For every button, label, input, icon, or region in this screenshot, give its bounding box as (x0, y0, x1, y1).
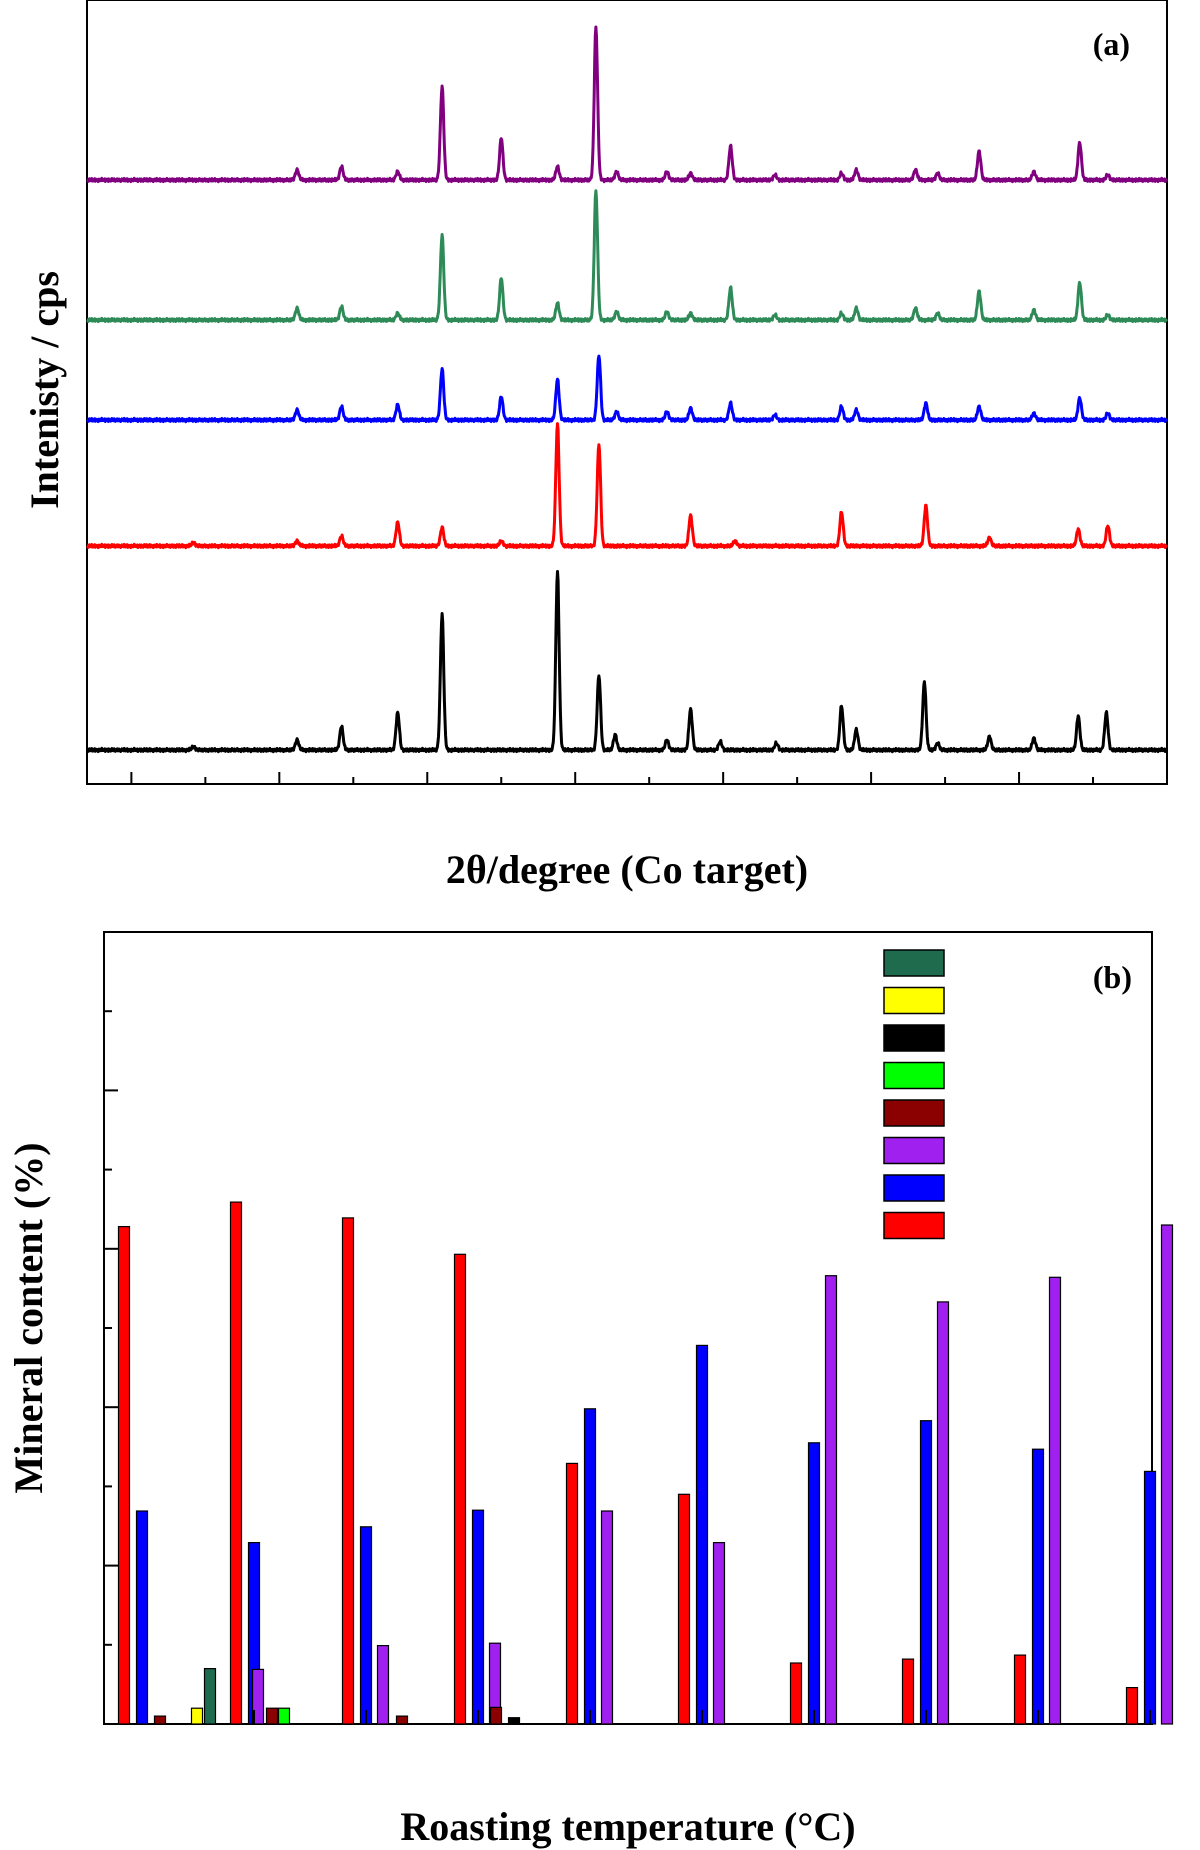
bar-kaolinite (265, 1707, 279, 1725)
bar-quartz (919, 1420, 933, 1725)
mineral-panel: (b) Roasting temperature (°C) Mineral co… (6, 931, 1174, 1849)
bar-magnetite (1160, 1224, 1174, 1725)
xrd-y-axis-label: Intenisty / cps (22, 271, 67, 509)
mineral-bars (117, 1201, 1174, 1725)
bar-magnetite (824, 1275, 838, 1725)
bar-magnetite (712, 1541, 726, 1725)
bar-hematite (229, 1201, 243, 1725)
mineral-x-ticks (253, 1710, 1151, 1724)
bar-quartz (359, 1526, 373, 1725)
bar-quartz (1143, 1470, 1157, 1725)
bar-magnetite (936, 1301, 950, 1725)
legend-swatch-quartz (883, 1174, 945, 1202)
bar-hematite (1125, 1686, 1139, 1725)
bar-goethite (203, 1667, 217, 1725)
bar-magnetite (1048, 1276, 1062, 1725)
bar-hematite (117, 1225, 131, 1725)
legend-swatch-goethite (883, 949, 945, 977)
xrd-plot-frame (86, 0, 1168, 785)
bar-spinel (507, 1717, 521, 1725)
bar-quartz (471, 1509, 485, 1725)
bar-quartz (135, 1510, 149, 1725)
bar-magnetite (251, 1668, 265, 1725)
bar-hematite (565, 1462, 579, 1725)
xrd-curve-2 (86, 354, 1169, 424)
xrd-curve-4 (86, 570, 1169, 754)
legend-swatch-kaolinite (883, 1099, 945, 1127)
legend-swatch-magnetite (883, 1136, 945, 1165)
mineral-y-axis-label: Mineral content (%) (6, 1142, 51, 1493)
panel-a-label: (a) (1093, 26, 1130, 62)
bar-hematite (1013, 1654, 1027, 1725)
xrd-x-ticks (130, 772, 1168, 784)
bar-magnetite (376, 1644, 390, 1725)
bar-quartz (583, 1408, 597, 1725)
bar-quartz (1031, 1448, 1045, 1725)
xrd-curves (86, 25, 1169, 754)
legend-swatch-spinel (883, 1024, 945, 1052)
bar-quartz (807, 1442, 821, 1725)
bar-gibbsite (190, 1707, 204, 1725)
legend-swatch-ilmenite (883, 1061, 945, 1090)
xrd-curve-3 (86, 422, 1169, 550)
bar-hematite (453, 1253, 467, 1725)
bar-hematite (677, 1493, 691, 1725)
bar-magnetite (600, 1510, 614, 1725)
bar-hematite (789, 1662, 803, 1725)
mineral-legend (883, 949, 945, 1240)
bar-kaolinite (153, 1715, 167, 1725)
bar-kaolinite (489, 1706, 503, 1725)
xrd-curve-1 (86, 189, 1169, 324)
xrd-curve-0 (86, 25, 1169, 184)
panel-b-label: (b) (1093, 959, 1132, 995)
mineral-x-axis-label: Roasting temperature (°C) (400, 1804, 855, 1849)
legend-swatch-hematite (883, 1211, 945, 1240)
bar-hematite (901, 1658, 915, 1725)
xrd-panel: (a) 2θ/degree (Co target) Intenisty / cp… (22, 0, 1169, 892)
legend-swatch-gibbsite (883, 986, 945, 1015)
bar-quartz (695, 1344, 709, 1725)
bar-kaolinite (395, 1715, 409, 1725)
mineral-plot-frame (103, 931, 1153, 1725)
mineral-y-ticks (104, 931, 118, 1725)
bar-hematite (341, 1217, 355, 1725)
bar-ilmenite (277, 1707, 291, 1725)
xrd-x-axis-label: 2θ/degree (Co target) (446, 847, 808, 892)
